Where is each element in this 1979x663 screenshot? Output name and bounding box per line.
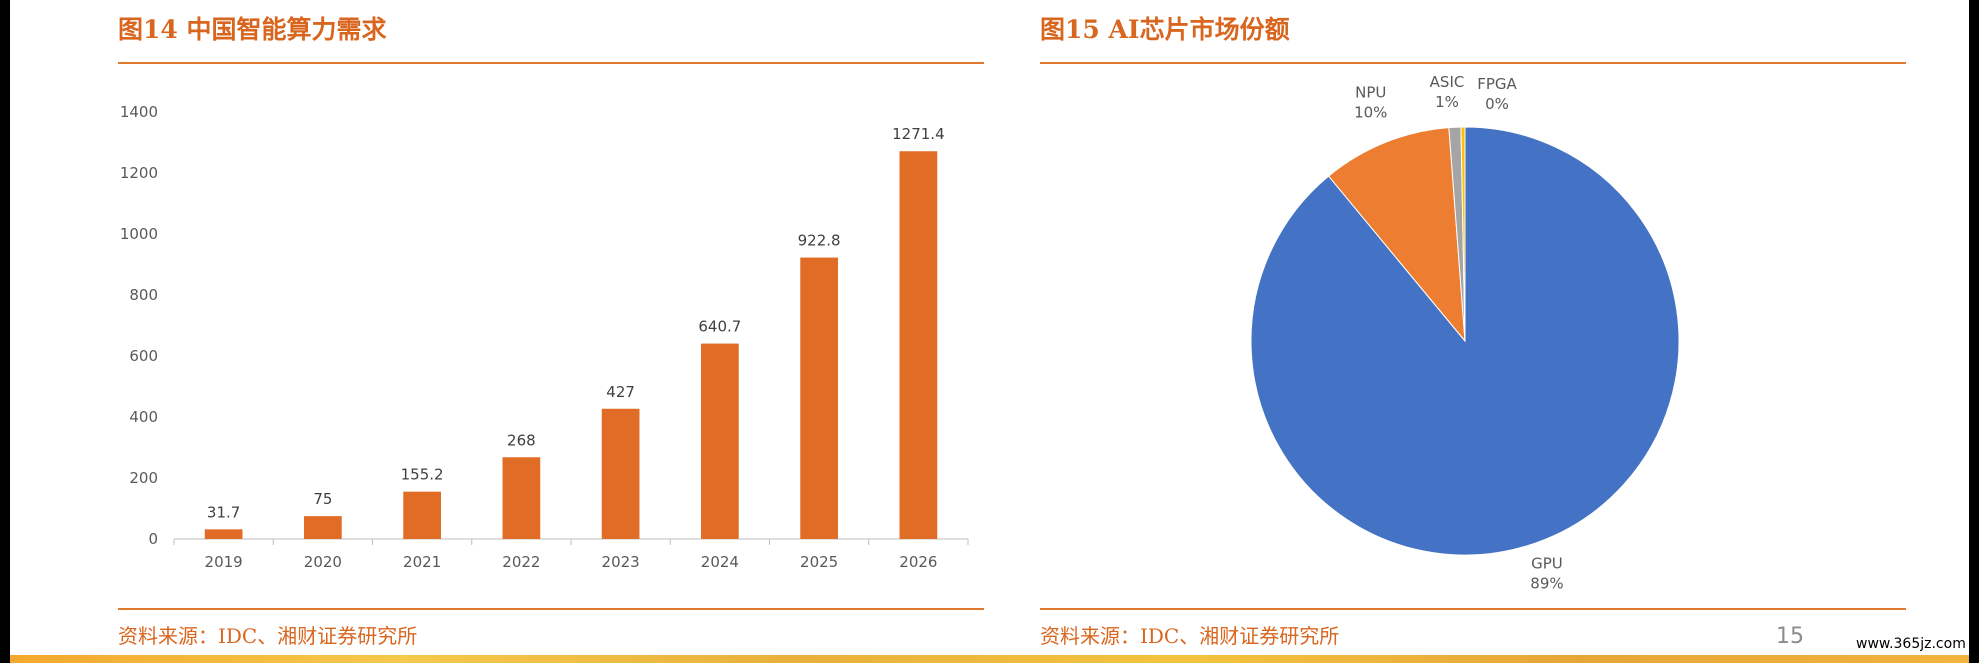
bar: [204, 529, 243, 539]
x-tick-label: 2024: [701, 553, 739, 571]
pie-label-percent: 89%: [1530, 575, 1563, 593]
x-tick-label: 2019: [205, 553, 243, 571]
pie-slice-npu: [1327, 127, 1466, 343]
figure-15-title: 图15 AI芯片市场份额: [1040, 15, 1290, 44]
bar: [502, 457, 541, 539]
pie-label-name: GPU: [1531, 555, 1563, 573]
bar-data-label: 268: [507, 431, 536, 449]
figure-14-source: 资料来源：IDC、湘财证券研究所: [118, 624, 418, 648]
x-tick-label: 2026: [899, 553, 937, 571]
y-tick-label: 1000: [120, 225, 158, 243]
figure-15-panel: 图15 AI芯片市场份额 GPU 89% NPU 10% ASIC 1% FPGA 0% 资料…: [1040, 0, 1906, 663]
pie-label-name: NPU: [1355, 83, 1386, 101]
y-tick-label: 1400: [120, 103, 158, 121]
pie-label-name: FPGA: [1477, 75, 1517, 93]
bar-data-label: 75: [313, 490, 332, 508]
figure-15-top-rule: [1040, 62, 1906, 64]
bar: [800, 257, 838, 539]
y-tick-label: 200: [129, 469, 158, 487]
pie-label-percent: 0%: [1485, 95, 1509, 113]
y-tick-label: 600: [129, 347, 158, 365]
y-tick-label: 0: [148, 530, 158, 548]
pie-label-percent: 1%: [1435, 93, 1459, 111]
figure-15-bottom-rule: [1040, 608, 1906, 610]
x-tick-label: 2023: [602, 553, 640, 571]
page-number: 15: [1776, 624, 1804, 649]
x-tick-label: 2020: [304, 553, 342, 571]
bar-data-label: 427: [606, 383, 635, 401]
bar: [601, 408, 640, 539]
bar: [899, 151, 938, 539]
x-tick-label: 2022: [502, 553, 540, 571]
figure-14-panel: 图14 中国智能算力需求 0 200 400 600 800 1000 1200 1400 31…: [118, 0, 984, 663]
y-tick-label: 1200: [120, 164, 158, 182]
bottom-decorative-strip: [10, 655, 1969, 663]
bar-data-label: 640.7: [698, 318, 741, 336]
pie-chart: GPU 89% NPU 10% ASIC 1% FPGA 0%: [1250, 73, 1680, 593]
figure-14-title: 图14 中国智能算力需求: [118, 15, 387, 44]
figure-14-bottom-rule: [118, 608, 984, 610]
pie-label-percent: 10%: [1354, 103, 1387, 121]
pie-label-name: ASIC: [1430, 73, 1465, 91]
pie-slice-fpga: [1460, 126, 1466, 342]
bar: [304, 516, 342, 539]
bar: [701, 343, 739, 539]
y-tick-label: 400: [129, 408, 158, 426]
bar-data-label: 922.8: [798, 232, 841, 250]
left-edge-bar: [0, 0, 10, 663]
figure-14-top-rule: [118, 62, 984, 64]
x-tick-label: 2025: [800, 553, 838, 571]
bar-chart: 0 200 400 600 800 1000 1200 1400 31.7 2019 75 2020 1…: [120, 103, 969, 571]
right-edge-bar: [1969, 0, 1979, 663]
x-tick-label: 2021: [403, 553, 441, 571]
bar-data-label: 1271.4: [892, 125, 945, 143]
bar-data-label: 155.2: [401, 466, 444, 484]
bar-data-label: 31.7: [207, 503, 240, 521]
bar: [403, 491, 441, 539]
figure-15-source: 资料来源：IDC、湘财证券研究所: [1040, 624, 1340, 648]
y-tick-label: 800: [129, 286, 158, 304]
watermark: www.365jz.com: [1856, 636, 1966, 652]
